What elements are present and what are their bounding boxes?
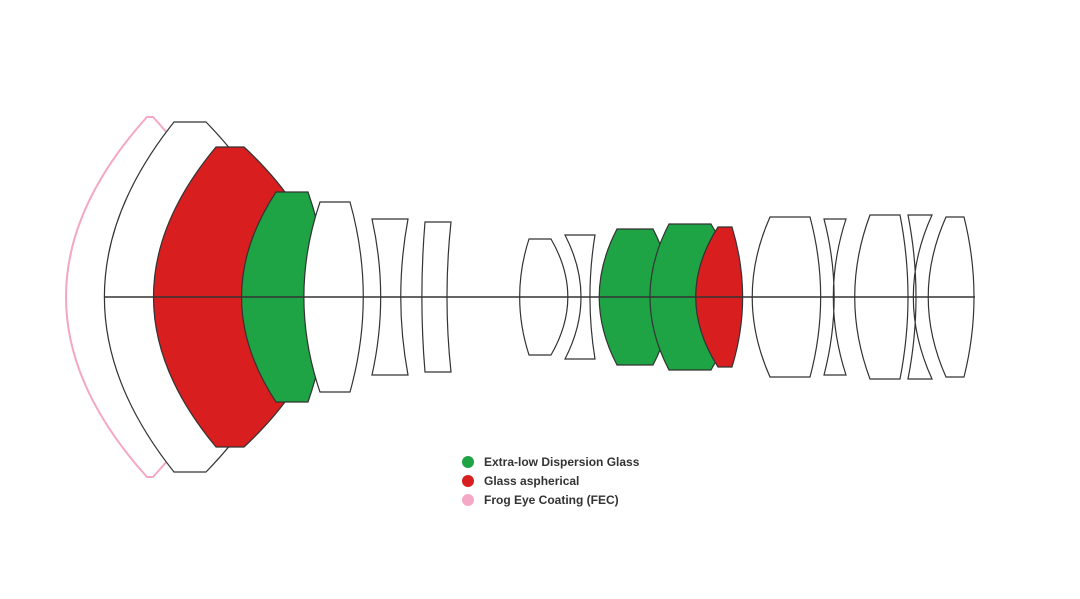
legend-item-fec: Frog Eye Coating (FEC) (462, 493, 639, 507)
legend: Extra-low Dispersion Glass Glass aspheri… (462, 455, 639, 512)
legend-label-fec: Frog Eye Coating (FEC) (484, 493, 619, 507)
legend-label-ed: Extra-low Dispersion Glass (484, 455, 639, 469)
legend-label-aspherical: Glass aspherical (484, 474, 579, 488)
legend-dot-aspherical (462, 475, 474, 487)
legend-item-aspherical: Glass aspherical (462, 474, 639, 488)
legend-dot-ed (462, 456, 474, 468)
legend-item-ed: Extra-low Dispersion Glass (462, 455, 639, 469)
legend-dot-fec (462, 494, 474, 506)
